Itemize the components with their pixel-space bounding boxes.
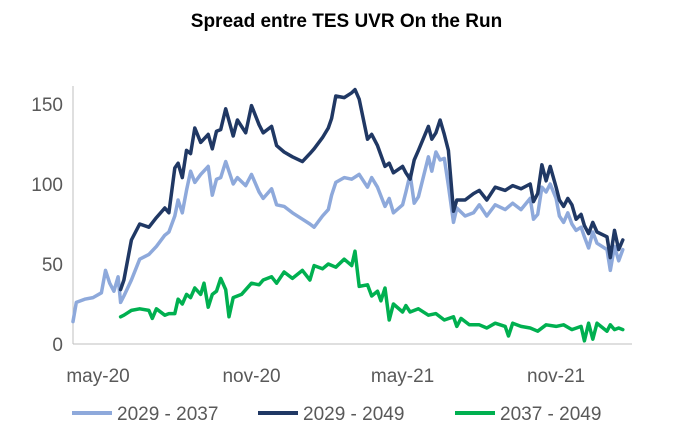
series-line-3 [118,249,625,343]
legend-label-1: 2029 - 2037 [117,404,218,425]
x-tick-label: may-21 [371,366,434,387]
chart-title: Spread entre TES UVR On the Run [190,11,503,32]
legend-label-2: 2029 - 2049 [303,404,404,425]
x-tick-label: nov-21 [527,366,585,387]
x-tick-label: may-20 [66,366,129,387]
y-tick-label: 50 [42,255,63,276]
y-tick-label: 100 [31,175,63,196]
x-tick-label: nov-20 [222,366,280,387]
y-tick-label: 0 [52,335,63,356]
series-line-1 [71,150,625,324]
legend-label-3: 2037 - 2049 [500,404,601,425]
y-tick-label: 150 [31,95,63,116]
series-line-2 [118,87,625,292]
